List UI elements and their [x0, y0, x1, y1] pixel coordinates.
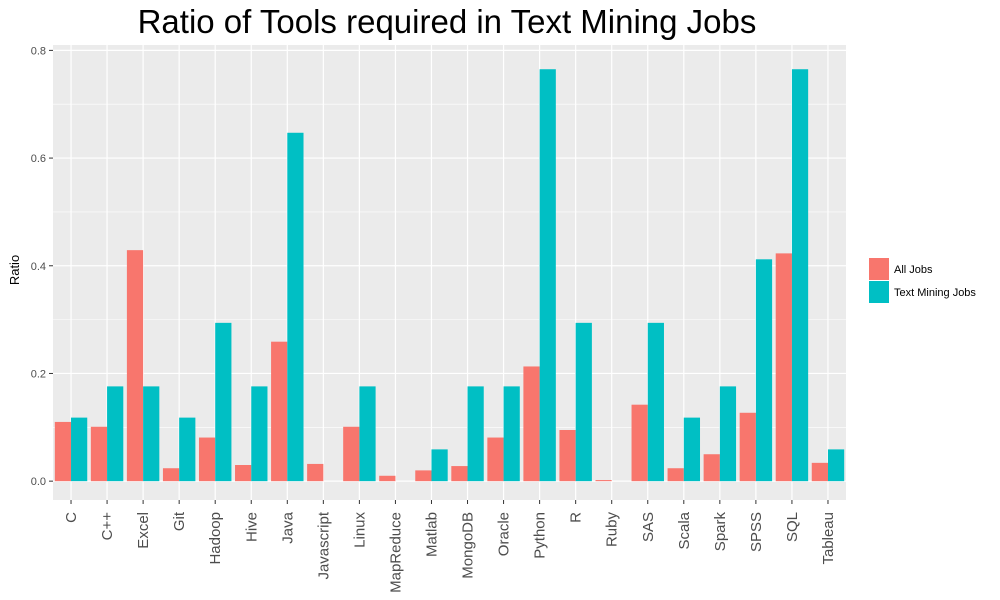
x-tick-label: SAS: [640, 512, 657, 542]
legend-key-text-mining-jobs: [869, 281, 889, 303]
chart-title: Ratio of Tools required in Text Mining J…: [138, 3, 757, 40]
y-tick-label: 0.0: [31, 476, 46, 488]
bars: [54, 69, 845, 482]
bar-text-mining-jobs-hadoop: [215, 322, 232, 482]
x-tick-label: MongoDB: [460, 512, 477, 579]
bar-text-mining-jobs-java: [287, 132, 304, 482]
bar-text-mining-jobs-mongodb: [467, 386, 484, 482]
bar-text-mining-jobs-sas: [647, 322, 664, 482]
bar-all-jobs-ruby: [595, 480, 612, 482]
y-axis-title: Ratio: [7, 255, 22, 285]
bar-all-jobs-javascript: [307, 463, 324, 482]
bar-all-jobs-mongodb: [451, 466, 468, 482]
bar-text-mining-jobs-oracle: [503, 386, 520, 482]
bar-all-jobs-oracle: [487, 437, 504, 482]
bar-text-mining-jobs-r: [575, 322, 592, 482]
x-tick-label: Python: [532, 512, 549, 559]
bar-all-jobs-sql: [775, 253, 792, 482]
x-tick-label: Java: [279, 511, 296, 543]
y-tick-label: 0.4: [31, 261, 46, 273]
bar-all-jobs-spss: [739, 412, 756, 482]
bar-all-jobs-c: [54, 421, 72, 482]
legend: All Jobs Text Mining Jobs: [869, 258, 976, 303]
bar-text-mining-jobs-c: [71, 417, 88, 482]
y-tick-label: 0.6: [31, 153, 46, 165]
bar-all-jobs-linux: [343, 426, 360, 482]
legend-label: Text Mining Jobs: [894, 287, 976, 299]
x-tick-label: Spark: [712, 512, 729, 552]
x-tick-label: Excel: [135, 512, 152, 549]
bar-text-mining-jobs-spark: [719, 386, 737, 482]
x-tick-label: Javascript: [315, 511, 332, 579]
bar-text-mining-jobs-git: [179, 417, 196, 482]
bar-all-jobs-r: [559, 430, 576, 482]
x-tick-label: SQL: [784, 512, 801, 542]
bar-text-mining-jobs-matlab: [431, 449, 448, 482]
x-tick-label: Linux: [351, 512, 368, 548]
x-tick-label: Ruby: [604, 512, 621, 548]
x-tick-label: Tableau: [820, 512, 837, 565]
x-tick-label: Scala: [676, 511, 693, 549]
bar-text-mining-jobs-tableau: [827, 449, 845, 482]
x-tick-label: Hadoop: [207, 512, 224, 565]
bar-all-jobs-python: [523, 366, 540, 482]
bar-all-jobs-sas: [631, 404, 648, 482]
bar-all-jobs-spark: [703, 454, 720, 482]
legend-label: All Jobs: [894, 264, 933, 276]
bar-text-mining-jobs-spss: [755, 259, 773, 482]
y-axis: 0.0 0.2 0.4 0.6 0.8: [31, 45, 53, 488]
bar-all-jobs-hadoop: [198, 437, 216, 482]
bar-text-mining-jobs-excel: [143, 386, 160, 482]
x-tick-label: SPSS: [748, 512, 765, 552]
bar-text-mining-jobs-scala: [683, 417, 701, 482]
bar-text-mining-jobs-sql: [791, 69, 809, 482]
x-tick-label: Matlab: [423, 512, 440, 557]
bar-text-mining-jobs-hive: [251, 386, 268, 482]
legend-key-all-jobs: [869, 258, 889, 280]
x-tick-label: C++: [99, 512, 116, 541]
x-axis: C C++ Excel Git Hadoop Hive Java Javascript Linu…: [63, 500, 837, 593]
bar-text-mining-jobs-python: [539, 69, 556, 482]
x-tick-label: R: [568, 512, 585, 523]
bar-all-jobs-scala: [667, 468, 684, 482]
y-tick-label: 0.2: [31, 368, 46, 380]
bar-all-jobs-excel: [126, 250, 144, 482]
x-tick-label: Hive: [243, 512, 260, 542]
x-tick-label: Oracle: [496, 512, 513, 556]
bar-all-jobs-hive: [235, 465, 252, 482]
bar-all-jobs-java: [271, 341, 288, 482]
bar-all-jobs-git: [162, 468, 180, 482]
y-tick-label: 0.8: [31, 45, 46, 57]
x-tick-label: Git: [171, 511, 188, 531]
bar-all-jobs-c-: [90, 426, 108, 482]
x-tick-label: C: [63, 512, 80, 523]
x-tick-label: MapReduce: [387, 512, 404, 593]
bar-all-jobs-mapreduce: [379, 475, 396, 482]
bar-text-mining-jobs-linux: [359, 386, 376, 482]
bar-text-mining-jobs-c-: [107, 386, 124, 482]
bar-all-jobs-matlab: [415, 470, 432, 482]
bar-all-jobs-tableau: [811, 462, 828, 482]
